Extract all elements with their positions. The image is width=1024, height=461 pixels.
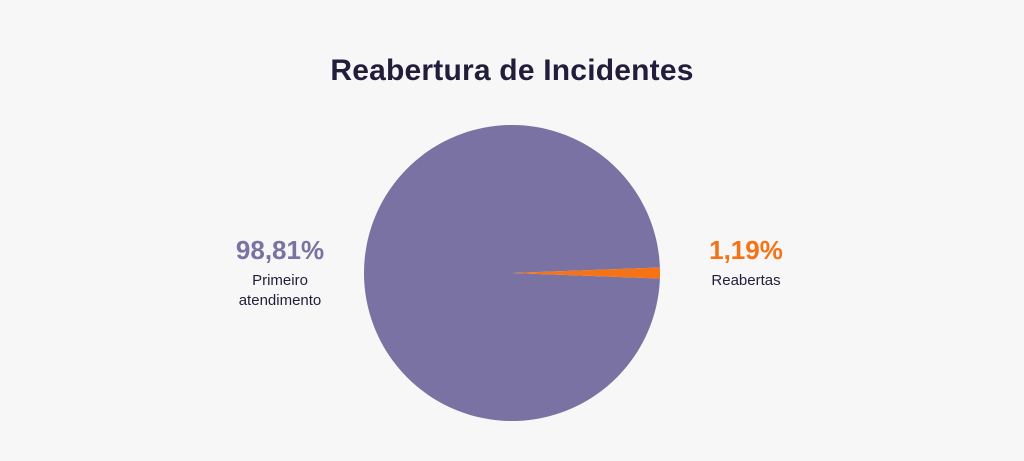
label-primeiro-atendimento: 98,81% Primeiro atendimento (200, 233, 360, 311)
chart-title: Reabertura de Incidentes (330, 54, 694, 87)
percent-primeiro-atendimento: 98,81% (235, 235, 325, 265)
pie-slice-reabertas (512, 267, 660, 279)
category-reabertas: Reabertas (711, 272, 781, 289)
category-primeiro-atendimento: Primeiro atendimento (238, 272, 322, 309)
label-reabertas: 1,19% Reabertas (676, 233, 816, 291)
pie-slice-primeiro-atendimento (364, 125, 660, 422)
percent-reabertas: 1,19% (709, 235, 783, 265)
